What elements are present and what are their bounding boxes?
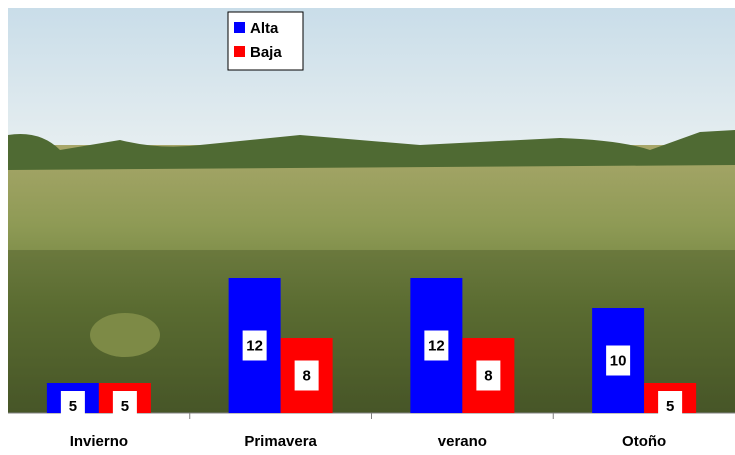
data-label-box: [294, 360, 319, 391]
legend-swatch: [234, 22, 245, 33]
x-tick-label: Invierno: [70, 433, 128, 450]
data-label-box: [476, 360, 501, 391]
data-label-box: [658, 391, 683, 421]
data-label: 12: [428, 337, 445, 354]
data-label: 8: [484, 367, 492, 384]
data-label: 5: [69, 398, 77, 415]
data-label: 12: [246, 337, 263, 354]
data-label: 5: [121, 398, 129, 415]
legend-swatch: [234, 46, 245, 57]
x-tick-label: verano: [438, 433, 487, 450]
x-tick-label: Otoño: [622, 433, 666, 450]
legend-label: Alta: [250, 20, 279, 37]
legend: [227, 11, 304, 71]
data-label-box: [112, 391, 137, 421]
data-label-box: [606, 345, 631, 376]
data-label: 5: [666, 398, 674, 415]
data-label: 10: [610, 352, 627, 369]
x-tick-label: Primavera: [244, 433, 317, 450]
data-label: 8: [302, 367, 310, 384]
legend-label: Baja: [250, 44, 282, 61]
data-label-box: [60, 391, 85, 421]
data-label-box: [424, 330, 449, 361]
data-label-box: [242, 330, 267, 361]
